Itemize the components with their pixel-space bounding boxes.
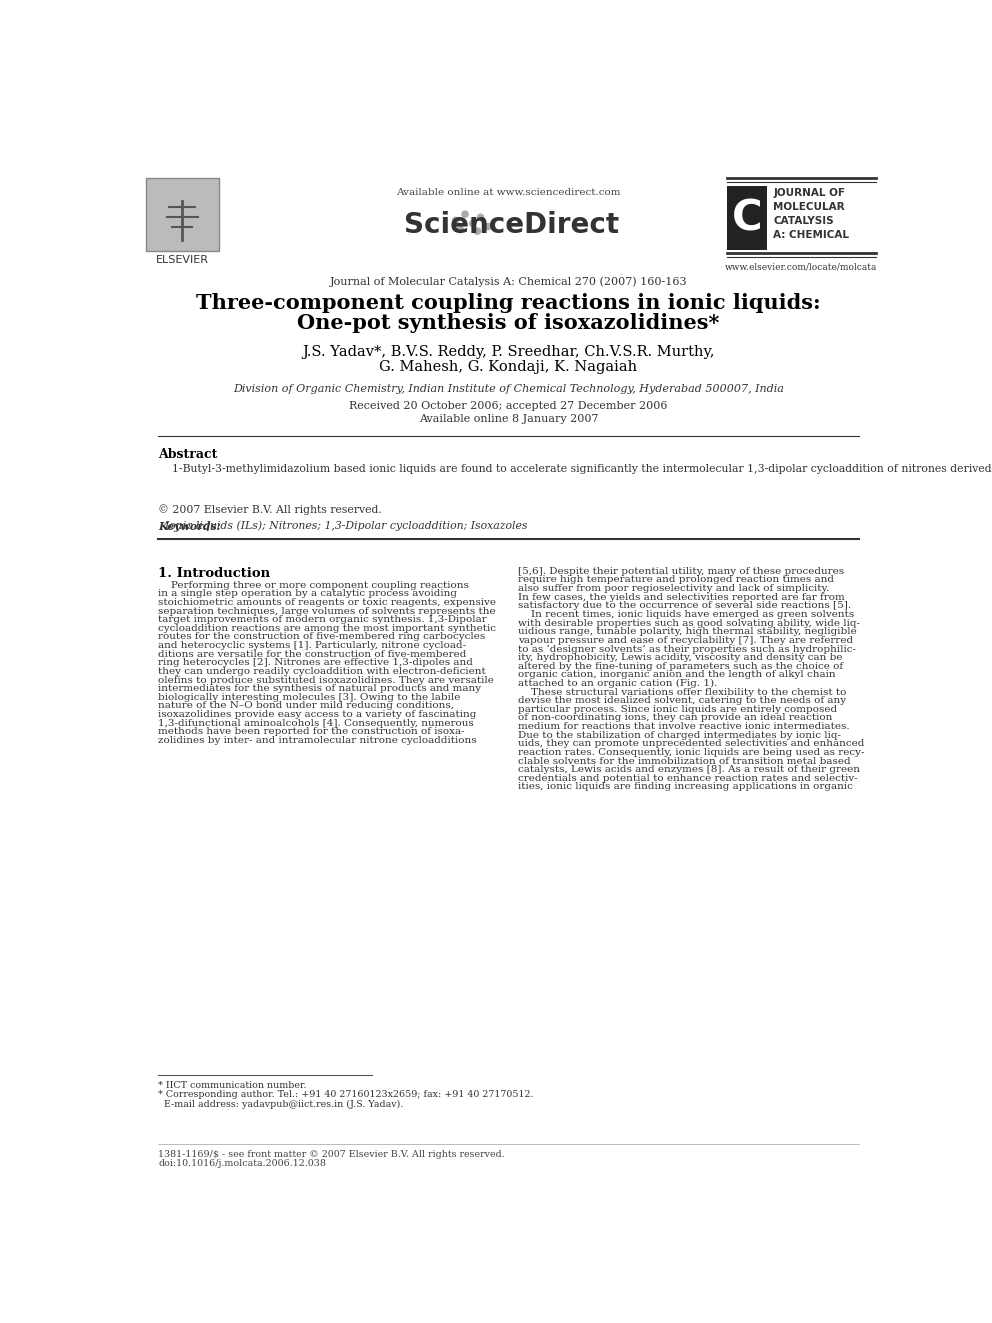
Text: satisfactory due to the occurrence of several side reactions [5].: satisfactory due to the occurrence of se… (518, 602, 851, 610)
Text: * Corresponding author. Tel.: +91 40 27160123x2659; fax: +91 40 27170512.: * Corresponding author. Tel.: +91 40 271… (158, 1090, 534, 1099)
Text: stoichiometric amounts of reagents or toxic reagents, expensive: stoichiometric amounts of reagents or to… (158, 598, 496, 607)
Text: ities, ionic liquids are finding increasing applications in organic: ities, ionic liquids are finding increas… (518, 782, 852, 791)
Text: Received 20 October 2006; accepted 27 December 2006: Received 20 October 2006; accepted 27 De… (349, 401, 668, 411)
Text: vapour pressure and ease of recyclability [7]. They are referred: vapour pressure and ease of recyclabilit… (518, 636, 853, 644)
Text: medium for reactions that involve reactive ionic intermediates.: medium for reactions that involve reacti… (518, 722, 849, 732)
Text: C: C (732, 197, 763, 239)
Text: ScienceDirect: ScienceDirect (404, 212, 619, 239)
Text: with desirable properties such as good solvating ability, wide liq-: with desirable properties such as good s… (518, 619, 860, 627)
Circle shape (477, 214, 484, 221)
Text: intermediates for the synthesis of natural products and many: intermediates for the synthesis of natur… (158, 684, 481, 693)
Text: altered by the fine-tuning of parameters such as the choice of: altered by the fine-tuning of parameters… (518, 662, 843, 671)
Text: Journal of Molecular Catalysis A: Chemical 270 (2007) 160-163: Journal of Molecular Catalysis A: Chemic… (329, 277, 687, 287)
Text: Abstract: Abstract (158, 447, 217, 460)
Text: These structural variations offer flexibility to the chemist to: These structural variations offer flexib… (518, 688, 846, 697)
Text: © 2007 Elsevier B.V. All rights reserved.: © 2007 Elsevier B.V. All rights reserved… (158, 504, 382, 515)
Text: routes for the construction of five-membered ring carbocycles: routes for the construction of five-memb… (158, 632, 485, 642)
Text: * IICT communication number.: * IICT communication number. (158, 1081, 307, 1090)
Text: Available online at www.sciencedirect.com: Available online at www.sciencedirect.co… (396, 188, 621, 197)
Text: 1. Introduction: 1. Introduction (158, 566, 270, 579)
Text: organic cation, inorganic anion and the length of alkyl chain: organic cation, inorganic anion and the … (518, 671, 835, 679)
Text: doi:10.1016/j.molcata.2006.12.038: doi:10.1016/j.molcata.2006.12.038 (158, 1159, 326, 1168)
Text: isoxazolidines provide easy access to a variety of fascinating: isoxazolidines provide easy access to a … (158, 710, 476, 720)
Text: to as ‘designer solvents’ as their properties such as hydrophilic-: to as ‘designer solvents’ as their prope… (518, 644, 856, 654)
FancyBboxPatch shape (727, 187, 767, 250)
Text: ity, hydrophobicity, Lewis acidity, viscosity and density can be: ity, hydrophobicity, Lewis acidity, visc… (518, 654, 842, 662)
Text: Division of Organic Chemistry, Indian Institute of Chemical Technology, Hyderaba: Division of Organic Chemistry, Indian In… (233, 384, 784, 394)
Text: olefins to produce substituted isoxazolidines. They are versatile: olefins to produce substituted isoxazoli… (158, 676, 494, 684)
Text: ditions are versatile for the construction of five-membered: ditions are versatile for the constructi… (158, 650, 466, 659)
Circle shape (452, 217, 458, 224)
Text: [5,6]. Despite their potential utility, many of these procedures: [5,6]. Despite their potential utility, … (518, 566, 844, 576)
Text: In few cases, the yields and selectivities reported are far from: In few cases, the yields and selectiviti… (518, 593, 844, 602)
Text: and heterocyclic systems [1]. Particularly, nitrone cycload-: and heterocyclic systems [1]. Particular… (158, 642, 466, 650)
Text: Available online 8 January 2007: Available online 8 January 2007 (419, 414, 598, 425)
Circle shape (469, 221, 476, 226)
Text: uids, they can promote unprecedented selectivities and enhanced: uids, they can promote unprecedented sel… (518, 740, 864, 749)
Text: attached to an organic cation (Fig. 1).: attached to an organic cation (Fig. 1). (518, 679, 717, 688)
Text: ring heterocycles [2]. Nitrones are effective 1,3-dipoles and: ring heterocycles [2]. Nitrones are effe… (158, 659, 473, 667)
Text: clable solvents for the immobilization of transition metal based: clable solvents for the immobilization o… (518, 757, 850, 766)
Text: J.S. Yadav*, B.V.S. Reddy, P. Sreedhar, Ch.V.S.R. Murthy,: J.S. Yadav*, B.V.S. Reddy, P. Sreedhar, … (303, 345, 714, 359)
Text: 1-Butyl-3-methylimidazolium based ionic liquids are found to accelerate signific: 1-Butyl-3-methylimidazolium based ionic … (158, 463, 992, 474)
Circle shape (457, 226, 463, 233)
Text: biologically interesting molecules [3]. Owing to the labile: biologically interesting molecules [3]. … (158, 693, 460, 701)
Text: One-pot synthesis of isoxazolidines*: One-pot synthesis of isoxazolidines* (298, 312, 719, 333)
Text: devise the most idealized solvent, catering to the needs of any: devise the most idealized solvent, cater… (518, 696, 846, 705)
Text: 1,3-difunctional aminoalcohols [4]. Consequently, numerous: 1,3-difunctional aminoalcohols [4]. Cons… (158, 718, 474, 728)
Text: also suffer from poor regioselectivity and lack of simplicity.: also suffer from poor regioselectivity a… (518, 585, 829, 593)
Text: they can undergo readily cycloaddition with electron-deficient: they can undergo readily cycloaddition w… (158, 667, 486, 676)
Text: target improvements of modern organic synthesis. 1,3-Dipolar: target improvements of modern organic sy… (158, 615, 487, 624)
Text: ELSEVIER: ELSEVIER (156, 255, 208, 265)
Text: Three-component coupling reactions in ionic liquids:: Three-component coupling reactions in io… (196, 292, 820, 312)
Text: www.elsevier.com/locate/molcata: www.elsevier.com/locate/molcata (725, 263, 878, 271)
Text: JOURNAL OF
MOLECULAR
CATALYSIS
A: CHEMICAL: JOURNAL OF MOLECULAR CATALYSIS A: CHEMIC… (774, 188, 849, 239)
Text: of non-coordinating ions, they can provide an ideal reaction: of non-coordinating ions, they can provi… (518, 713, 832, 722)
Circle shape (462, 212, 468, 217)
Text: Performing three or more component coupling reactions: Performing three or more component coupl… (158, 581, 469, 590)
Circle shape (485, 224, 491, 230)
Text: require high temperature and prolonged reaction times and: require high temperature and prolonged r… (518, 576, 833, 585)
Text: particular process. Since ionic liquids are entirely composed: particular process. Since ionic liquids … (518, 705, 837, 714)
Text: In recent times, ionic liquids have emerged as green solvents: In recent times, ionic liquids have emer… (518, 610, 854, 619)
Circle shape (474, 228, 480, 234)
Text: Ionic liquids (ILs); Nitrones; 1,3-Dipolar cycloaddition; Isoxazoles: Ionic liquids (ILs); Nitrones; 1,3-Dipol… (158, 521, 528, 532)
Text: 1381-1169/$ - see front matter © 2007 Elsevier B.V. All rights reserved.: 1381-1169/$ - see front matter © 2007 El… (158, 1150, 505, 1159)
Text: Due to the stabilization of charged intermediates by ionic liq-: Due to the stabilization of charged inte… (518, 730, 840, 740)
Text: Keywords:: Keywords: (158, 521, 221, 532)
Text: G. Mahesh, G. Kondaji, K. Nagaiah: G. Mahesh, G. Kondaji, K. Nagaiah (379, 360, 638, 374)
Text: nature of the N–O bond under mild reducing conditions,: nature of the N–O bond under mild reduci… (158, 701, 454, 710)
Text: in a single step operation by a catalytic process avoiding: in a single step operation by a catalyti… (158, 589, 457, 598)
Text: methods have been reported for the construction of isoxa-: methods have been reported for the const… (158, 728, 464, 737)
Text: separation techniques, large volumes of solvents represents the: separation techniques, large volumes of … (158, 606, 496, 615)
FancyBboxPatch shape (146, 179, 219, 251)
Text: E-mail address: yadavpub@iict.res.in (J.S. Yadav).: E-mail address: yadavpub@iict.res.in (J.… (158, 1099, 404, 1109)
Text: cycloaddition reactions are among the most important synthetic: cycloaddition reactions are among the mo… (158, 624, 496, 632)
Text: uidious range, tunable polarity, high thermal stability, negligible: uidious range, tunable polarity, high th… (518, 627, 856, 636)
Text: zolidines by inter- and intramolecular nitrone cycloadditions: zolidines by inter- and intramolecular n… (158, 736, 477, 745)
Text: catalysts, Lewis acids and enzymes [8]. As a result of their green: catalysts, Lewis acids and enzymes [8]. … (518, 765, 860, 774)
Text: credentials and potential to enhance reaction rates and selectiv-: credentials and potential to enhance rea… (518, 774, 857, 783)
Text: reaction rates. Consequently, ionic liquids are being used as recy-: reaction rates. Consequently, ionic liqu… (518, 747, 864, 757)
